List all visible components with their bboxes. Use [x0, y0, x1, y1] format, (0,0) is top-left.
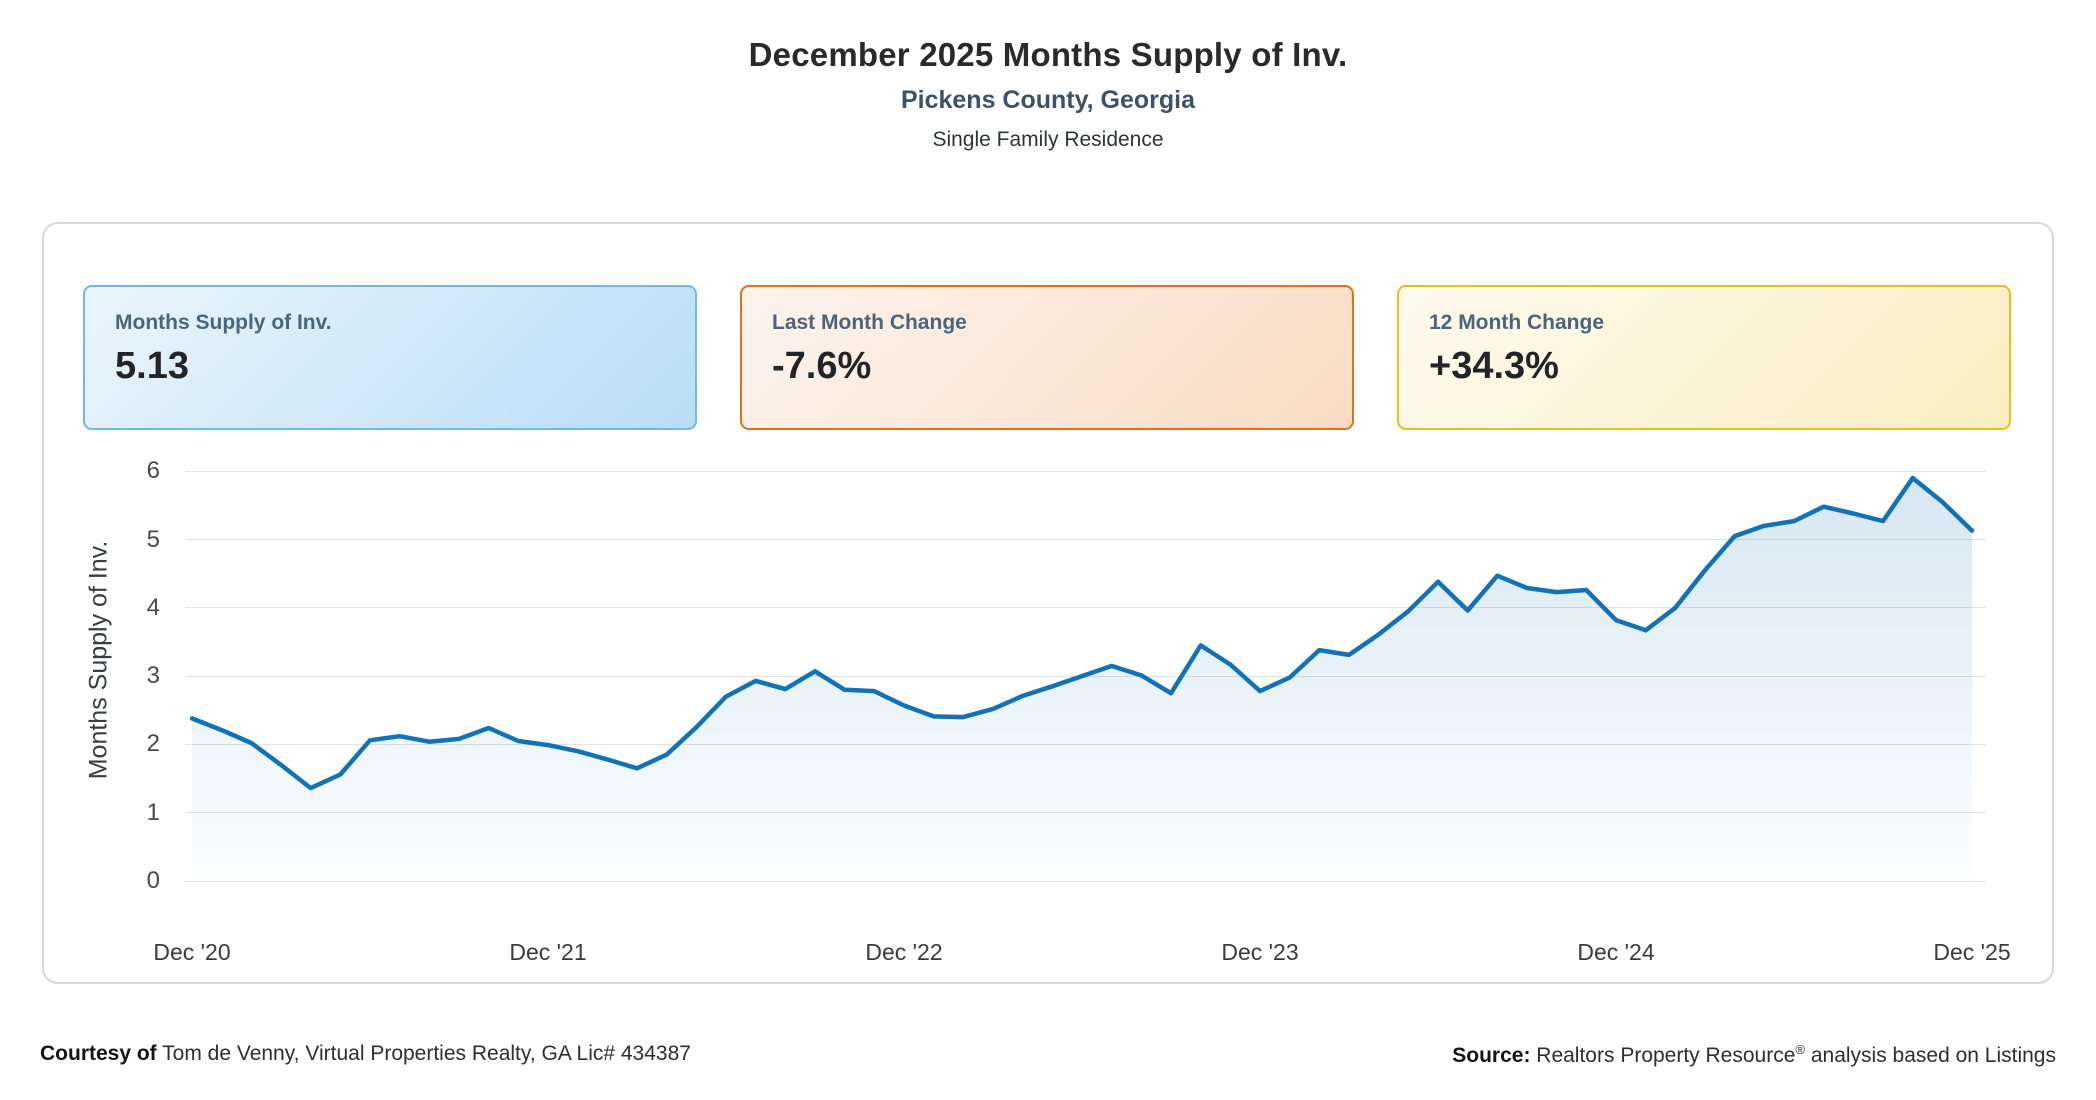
source-text: Realtors Property Resource [1530, 1044, 1796, 1067]
page-title: December 2025 Months Supply of Inv. [748, 36, 1348, 73]
stat-card-months-supply: Months Supply of Inv. 5.13 [83, 285, 697, 430]
courtesy-note: Courtesy of Tom de Venny, Virtual Proper… [40, 1042, 691, 1066]
stat-card-label: 12 Month Change [1429, 311, 1605, 334]
courtesy-text: Tom de Venny, Virtual Properties Realty,… [156, 1042, 691, 1065]
stat-card-label: Months Supply of Inv. [115, 311, 332, 334]
stat-card-value: -7.6% [772, 345, 872, 387]
source-text-2: analysis based on Listings [1805, 1044, 2056, 1067]
source-note: Source: Realtors Property Resource® anal… [1452, 1042, 2056, 1068]
stat-card-last-month-change: Last Month Change -7.6% [740, 285, 1354, 430]
stat-card-value: 5.13 [115, 345, 189, 387]
stat-card-12-month-change: 12 Month Change +34.3% [1397, 285, 2011, 430]
report-header: December 2025 Months Supply of Inv. Pick… [0, 0, 2096, 152]
page-subtitle-property-type: Single Family Residence [932, 128, 1164, 151]
stat-card-value: +34.3% [1429, 345, 1559, 387]
source-label: Source: [1452, 1044, 1531, 1067]
page-subtitle-location: Pickens County, Georgia [900, 86, 1196, 114]
registered-mark: ® [1795, 1042, 1805, 1057]
courtesy-label: Courtesy of [40, 1042, 157, 1065]
stat-card-label: Last Month Change [772, 311, 967, 334]
